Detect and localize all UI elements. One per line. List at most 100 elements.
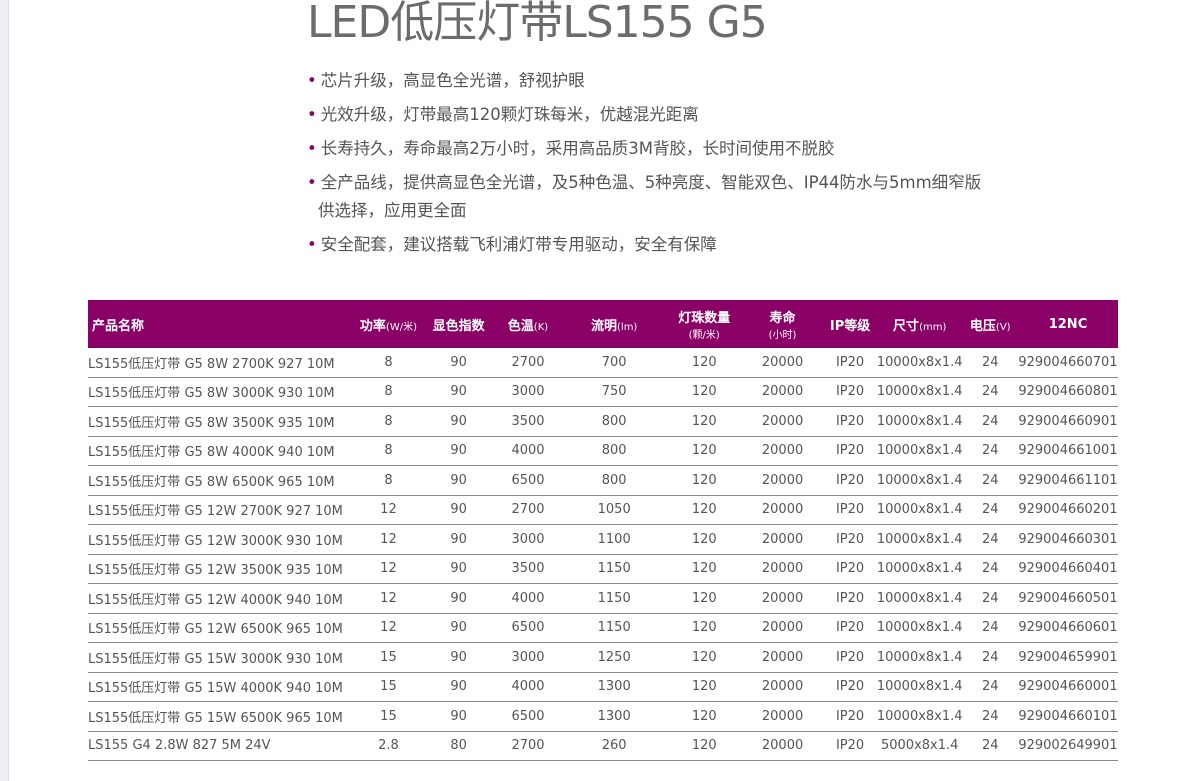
table-cell: 10000x8x1.4 [876, 613, 963, 643]
table-cell: 929004660801 [1017, 377, 1118, 407]
table-cell: 120 [666, 583, 742, 614]
header-label: 色温 [507, 318, 534, 334]
header-label: IP等级 [829, 318, 871, 334]
table-cell: IP20 [823, 524, 877, 555]
table-cell: LS155低压灯带 G5 8W 3500K 935 10M [88, 406, 354, 437]
column-header: 显色指数 [423, 300, 495, 348]
table-cell: 10000x8x1.4 [876, 495, 963, 525]
table-cell: 20000 [741, 731, 824, 761]
table-cell: LS155低压灯带 G5 15W 3000K 930 10M [88, 642, 354, 673]
table-cell: 90 [423, 701, 495, 732]
table-cell: 8 [353, 465, 424, 496]
table-cell: 120 [666, 642, 742, 673]
table-cell: 10000x8x1.4 [876, 554, 963, 584]
table-cell: 929004660601 [1017, 613, 1118, 643]
table-row: LS155低压灯带 G5 12W 6500K 965 10M 12 90 6500 11… [88, 613, 1118, 643]
table-cell: 929004661001 [1017, 436, 1118, 466]
table-cell: 15 [353, 672, 424, 702]
header-label: 产品名称 [92, 318, 145, 334]
table-cell: 1150 [561, 583, 667, 614]
header-unit: (W/米) [385, 321, 417, 333]
table-cell: 929004660201 [1017, 495, 1118, 525]
table-cell: 24 [962, 348, 1018, 378]
table-cell: 90 [423, 495, 495, 525]
table-cell: 10000x8x1.4 [876, 465, 963, 496]
table-cell: 10000x8x1.4 [876, 701, 963, 732]
header-unit: (V) [995, 321, 1011, 333]
table-cell: 20000 [741, 377, 824, 407]
table-cell: LS155低压灯带 G5 12W 3000K 930 10M [88, 524, 354, 555]
table-cell: LS155低压灯带 G5 12W 2700K 927 10M [88, 495, 354, 525]
table-cell: IP20 [823, 642, 877, 673]
table-cell: IP20 [823, 731, 877, 761]
table-cell: 1300 [561, 672, 667, 702]
table-cell: IP20 [823, 701, 877, 732]
header-unit: (颗/米) [688, 329, 720, 341]
table-cell: 24 [962, 406, 1018, 437]
table-cell: 24 [962, 701, 1018, 732]
header-label: 寿命 [769, 310, 796, 326]
table-cell: 120 [666, 495, 742, 525]
table-cell: 929004660401 [1017, 554, 1118, 584]
table-cell: 929004661101 [1017, 465, 1118, 496]
table-cell: 20000 [741, 672, 824, 702]
table-cell: 90 [423, 672, 495, 702]
bullet-icon: • [307, 139, 317, 158]
table-cell: 10000x8x1.4 [876, 377, 963, 407]
table-cell: 90 [423, 554, 495, 584]
table-cell: 1150 [561, 554, 667, 584]
table-cell: 15 [353, 642, 424, 673]
feature-text: 安全配套，建议搭载飞利浦灯带专用驱动，安全有保障 [320, 235, 717, 254]
table-cell: IP20 [823, 672, 877, 702]
table-cell: 800 [561, 436, 667, 466]
table-cell: 24 [962, 613, 1018, 643]
bullet-icon: • [307, 71, 317, 90]
table-cell: 120 [666, 672, 742, 702]
table-cell: 1050 [561, 495, 667, 525]
feature-text: 全产品线，提供高显色全光谱，及5种色温、5种亮度、智能双色、IP44防水与5mm… [320, 173, 982, 192]
table-row: LS155低压灯带 G5 8W 2700K 927 10M 8 90 2700 700 1… [88, 348, 1118, 378]
table-cell: 20000 [741, 583, 824, 614]
header-unit: (mm) [919, 321, 947, 333]
table-row: LS155低压灯带 G5 8W 6500K 965 10M 8 90 6500 800 1… [88, 465, 1118, 496]
table-cell: 120 [666, 436, 742, 466]
table-cell: 90 [423, 642, 495, 673]
table-cell: 120 [666, 348, 742, 378]
table-cell: 8 [353, 377, 424, 407]
header-label: 灯珠数量 [678, 310, 731, 326]
spec-table: 产品名称 功率(W/米) 显色指数 色温(K) 流明(lm) 灯珠数量 (颗/米) 寿命 (小时… [88, 300, 1118, 761]
table-row: LS155低压灯带 G5 12W 3000K 930 10M 12 90 3000 11… [88, 524, 1118, 555]
table-cell: 20000 [741, 406, 824, 437]
table-cell: 120 [666, 465, 742, 496]
table-cell: 3500 [494, 554, 562, 584]
header-unit: (lm) [617, 321, 638, 333]
table-row: LS155低压灯带 G5 8W 3500K 935 10M 8 90 3500 800 1… [88, 406, 1118, 437]
table-row: LS155低压灯带 G5 8W 3000K 930 10M 8 90 3000 750 1… [88, 377, 1118, 407]
table-cell: 90 [423, 377, 495, 407]
table-cell: 24 [962, 465, 1018, 496]
table-cell: 8 [353, 348, 424, 378]
table-cell: 24 [962, 731, 1018, 761]
table-cell: 5000x8x1.4 [876, 731, 963, 761]
table-cell: 24 [962, 642, 1018, 673]
table-cell: IP20 [823, 495, 877, 525]
table-cell: 750 [561, 377, 667, 407]
table-cell: 12 [353, 613, 424, 643]
table-cell: 6500 [494, 701, 562, 732]
table-row: LS155低压灯带 G5 15W 4000K 940 10M 15 90 4000 13… [88, 672, 1118, 702]
column-header: 寿命 (小时) [741, 300, 824, 348]
table-cell: IP20 [823, 436, 877, 466]
table-cell: IP20 [823, 377, 877, 407]
feature-item: • 芯片升级，高显色全光谱，舒视护眼 [307, 64, 981, 98]
table-cell: 2700 [494, 731, 562, 761]
table-cell: 929004660001 [1017, 672, 1118, 702]
table-row: LS155低压灯带 G5 12W 2700K 927 10M 12 90 2700 10… [88, 495, 1118, 525]
feature-item: • 长寿持久，寿命最高2万小时，采用高品质3M背胶，长时间使用不脱胶 [307, 132, 981, 166]
header-label: 尺寸 [893, 318, 920, 334]
table-cell: 10000x8x1.4 [876, 406, 963, 437]
table-cell: 4000 [494, 436, 562, 466]
table-cell: IP20 [823, 613, 877, 643]
table-cell: 10000x8x1.4 [876, 348, 963, 378]
feature-item: • 光效升级，灯带最高120颗灯珠每米，优越混光距离 [307, 98, 981, 132]
table-cell: 24 [962, 583, 1018, 614]
